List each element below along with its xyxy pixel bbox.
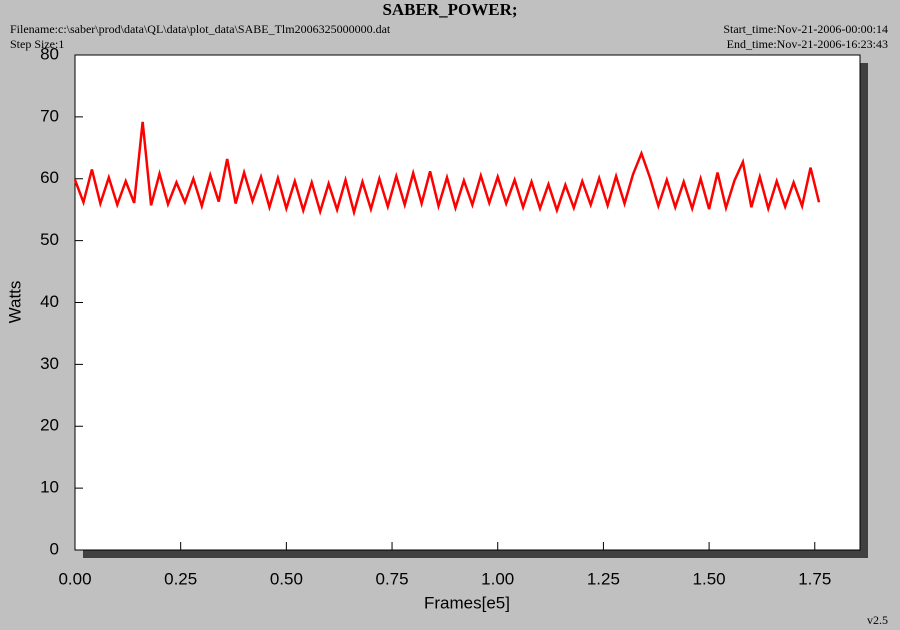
x-tick-label: 1.50 — [693, 569, 726, 588]
x-tick-label: 0.75 — [375, 569, 408, 588]
y-tick-label: 70 — [40, 106, 59, 125]
x-tick-label: 1.00 — [481, 569, 514, 588]
y-tick-label: 10 — [40, 478, 59, 497]
data-line — [73, 121, 821, 217]
plot-area — [74, 54, 861, 551]
x-tick-label: 1.75 — [798, 569, 831, 588]
y-tick-label: 0 — [50, 539, 59, 558]
y-axis-label: Watts — [5, 281, 24, 324]
end-time: End_time:Nov-21-2006-16:23:43 — [727, 37, 888, 51]
x-axis-label: Frames[e5] — [424, 593, 510, 612]
y-tick-label: 80 — [40, 44, 59, 63]
start-time: Start_time:Nov-21-2006-00:00:14 — [723, 22, 888, 36]
x-tick-label: 1.25 — [587, 569, 620, 588]
x-tick-label: 0.25 — [164, 569, 197, 588]
chart-title: SABER_POWER; — [382, 0, 517, 19]
version: v2.5 — [867, 613, 888, 627]
y-tick-label: 50 — [40, 230, 59, 249]
y-tick-label: 60 — [40, 168, 59, 187]
y-tick-label: 30 — [40, 354, 59, 373]
x-tick-label: 0.50 — [270, 569, 303, 588]
step-size: Step Size:1 — [10, 37, 64, 51]
y-tick-label: 20 — [40, 416, 59, 435]
y-tick-label: 40 — [40, 292, 59, 311]
filename: Filename:c:\saber\prod\data\QL\data\plot… — [10, 22, 391, 36]
x-tick-label: 0.00 — [58, 569, 91, 588]
